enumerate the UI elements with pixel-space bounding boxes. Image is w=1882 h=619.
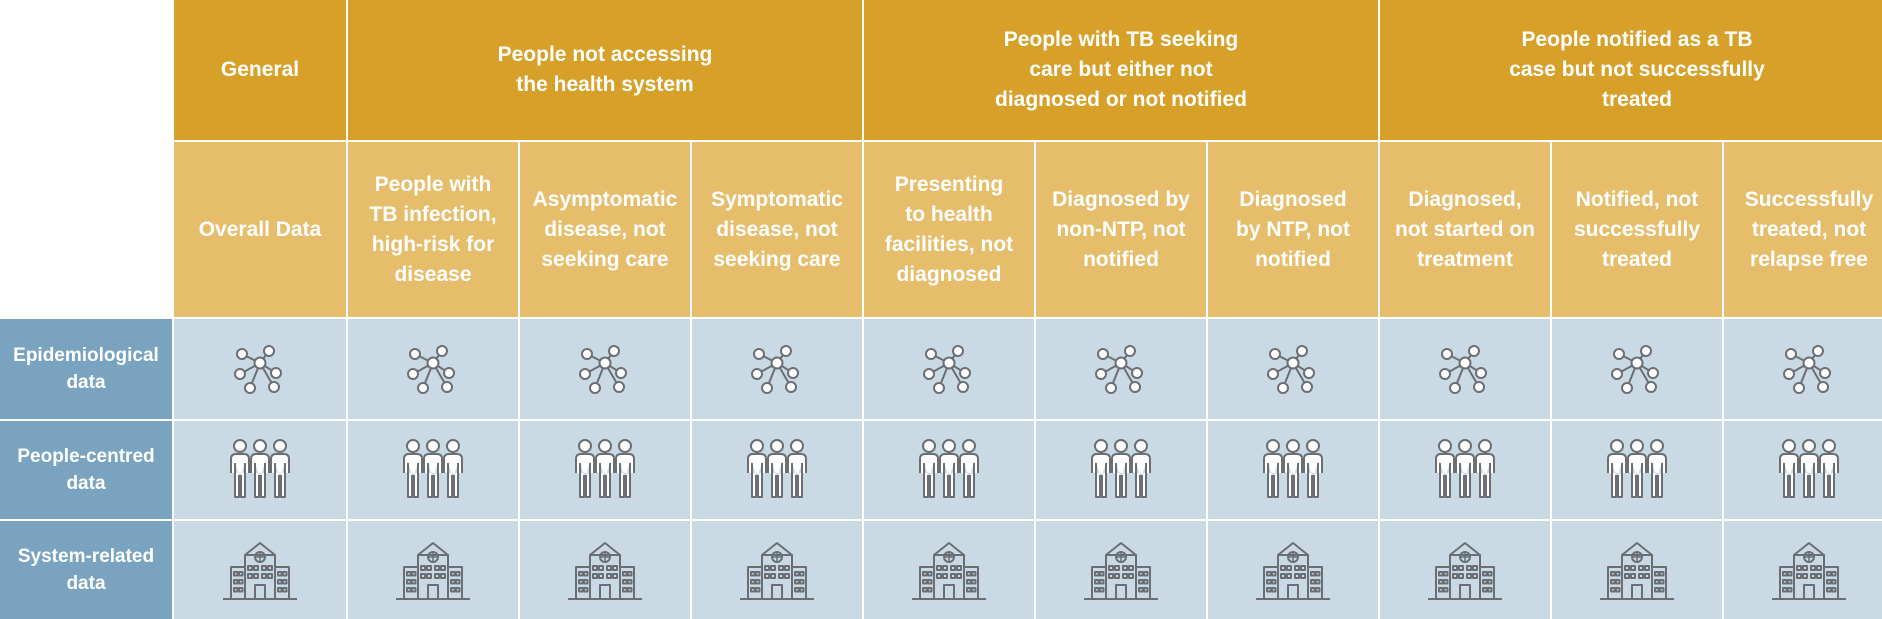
matrix-cell [692, 521, 862, 619]
matrix-cell [520, 521, 690, 619]
matrix-cell [1208, 319, 1378, 419]
people-group-icon [216, 435, 304, 505]
matrix-cell [174, 421, 346, 519]
row-header-label: People-centred data [17, 446, 155, 494]
network-icon [905, 336, 993, 402]
matrix-cell [1724, 521, 1882, 619]
corner-blank [0, 142, 172, 317]
health-facility-icon [560, 535, 650, 605]
matrix-cell [1380, 521, 1550, 619]
health-facility-icon [1248, 535, 1338, 605]
matrix-cell [348, 319, 518, 419]
column-header-5: Diagnosed by non-NTP, not notified [1036, 142, 1206, 317]
matrix-cell [1724, 421, 1882, 519]
people-group-icon [733, 435, 821, 505]
network-icon [1077, 336, 1165, 402]
row-header-2: System-related data [0, 521, 172, 619]
health-facility-icon [1420, 535, 1510, 605]
matrix-cell [1380, 319, 1550, 419]
matrix-cell [1724, 319, 1882, 419]
people-group-icon [905, 435, 993, 505]
network-icon [1593, 336, 1681, 402]
people-group-icon [1249, 435, 1337, 505]
group-header-label: People notified as a TB case but not suc… [1509, 28, 1765, 111]
matrix-cell [1552, 319, 1722, 419]
people-group-icon [1077, 435, 1165, 505]
health-facility-icon [1592, 535, 1682, 605]
column-header-6: Diagnosed by NTP, not notified [1208, 142, 1378, 317]
people-group-icon [1593, 435, 1681, 505]
column-header-8: Notified, not successfully treated [1552, 142, 1722, 317]
column-header-label: Successfully treated, not relapse free [1744, 187, 1874, 271]
matrix-cell [1552, 421, 1722, 519]
matrix-cell [1036, 421, 1206, 519]
column-header-label: Symptomatic disease, not seeking care [711, 187, 843, 271]
people-group-icon [389, 435, 477, 505]
group-header-3: People notified as a TB case but not suc… [1380, 0, 1882, 140]
row-header-label: Epidemiological data [13, 345, 159, 393]
health-facility-icon [388, 535, 478, 605]
column-header-label: Presenting to health facilities, not dia… [884, 172, 1014, 286]
health-facility-icon [904, 535, 994, 605]
network-icon [1249, 336, 1337, 402]
column-header-label: Asymptomatic disease, not seeking care [532, 187, 678, 271]
matrix-cell [864, 421, 1034, 519]
network-icon [1421, 336, 1509, 402]
column-header-label: Notified, not successfully treated [1573, 187, 1701, 271]
matrix-cell [692, 319, 862, 419]
network-icon [216, 336, 304, 402]
group-header-2: People with TB seeking care but either n… [864, 0, 1378, 140]
matrix-cell [692, 421, 862, 519]
group-header-label: General [220, 58, 300, 81]
row-header-1: People-centred data [0, 421, 172, 519]
matrix-cell [520, 319, 690, 419]
network-icon [561, 336, 649, 402]
matrix-cell [174, 319, 346, 419]
column-header-label: Diagnosed by non-NTP, not notified [1052, 187, 1190, 271]
health-facility-icon [1764, 535, 1854, 605]
column-header-1: People with TB infection, high-risk for … [348, 142, 518, 317]
column-header-9: Successfully treated, not relapse free [1724, 142, 1882, 317]
column-header-label: Overall Data [198, 217, 322, 241]
matrix-cell [1208, 521, 1378, 619]
group-header-1: People not accessing the health system [348, 0, 862, 140]
column-header-label: Diagnosed by NTP, not notified [1236, 187, 1350, 271]
matrix-cell [1552, 521, 1722, 619]
column-header-label: People with TB infection, high-risk for … [369, 172, 497, 286]
health-facility-icon [1076, 535, 1166, 605]
column-header-3: Symptomatic disease, not seeking care [692, 142, 862, 317]
matrix-cell [864, 319, 1034, 419]
column-header-7: Diagnosed, not started on treatment [1380, 142, 1550, 317]
health-facility-icon [215, 535, 305, 605]
network-icon [1765, 336, 1853, 402]
people-group-icon [1765, 435, 1853, 505]
matrix-cell [1208, 421, 1378, 519]
group-header-label: People with TB seeking care but either n… [995, 28, 1247, 111]
column-header-0: Overall Data [174, 142, 346, 317]
network-icon [389, 336, 477, 402]
group-header-0: General [174, 0, 346, 140]
matrix-cell [348, 521, 518, 619]
people-group-icon [1421, 435, 1509, 505]
health-facility-icon [732, 535, 822, 605]
column-header-4: Presenting to health facilities, not dia… [864, 142, 1034, 317]
matrix-cell [1380, 421, 1550, 519]
network-icon [733, 336, 821, 402]
column-header-2: Asymptomatic disease, not seeking care [520, 142, 690, 317]
matrix-cell [174, 521, 346, 619]
matrix-cell [1036, 319, 1206, 419]
matrix-cell [864, 521, 1034, 619]
group-header-label: People not accessing the health system [497, 43, 713, 96]
row-header-0: Epidemiological data [0, 319, 172, 419]
people-group-icon [561, 435, 649, 505]
matrix-cell [1036, 521, 1206, 619]
matrix-cell [348, 421, 518, 519]
matrix-cell [520, 421, 690, 519]
corner-top-blank [0, 0, 172, 140]
column-header-label: Diagnosed, not started on treatment [1395, 187, 1535, 271]
row-header-label: System-related data [17, 546, 155, 594]
